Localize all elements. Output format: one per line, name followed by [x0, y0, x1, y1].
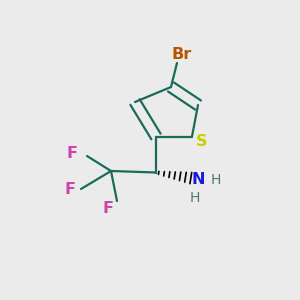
Text: F: F	[67, 146, 77, 160]
Text: N: N	[191, 172, 205, 188]
Text: Br: Br	[171, 46, 192, 62]
Text: F: F	[65, 182, 76, 196]
Text: H: H	[190, 191, 200, 205]
Text: F: F	[103, 201, 113, 216]
Text: H: H	[211, 173, 221, 187]
Text: S: S	[196, 134, 207, 148]
